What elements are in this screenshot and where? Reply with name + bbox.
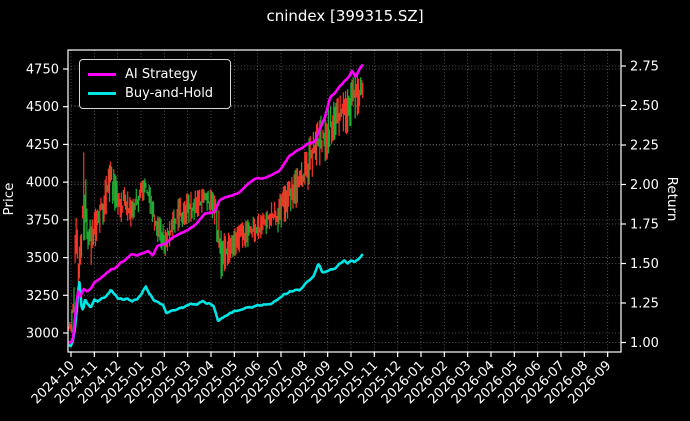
tick-marks [63,65,626,357]
chart-title: cnindex [399315.SZ] [266,7,424,25]
return-tick-label: 1.00 [630,336,659,351]
plot-border [67,49,622,353]
price-up-bars [68,71,364,332]
legend: AI Strategy Buy-and-Hold [79,59,231,109]
return-tick-label: 1.50 [630,257,659,272]
price-tick-label: 4750 [26,63,59,78]
price-tick-label: 3250 [26,289,59,304]
price-tick-label: 3500 [26,251,59,266]
return-tick-label: 2.50 [630,99,659,114]
legend-label-ai-strategy: AI Strategy [125,67,198,82]
ai-strategy-line-swatch [88,73,116,76]
return-tick-label: 1.75 [630,218,659,233]
price-tick-label: 4250 [26,138,59,153]
legend-item-ai-strategy: AI Strategy [88,65,222,84]
return-axis-label: Return [664,176,680,222]
legend-label-buy-and-hold: Buy-and-Hold [125,86,214,101]
price-axis-label: Price [1,182,17,216]
gridlines [68,50,621,352]
return-tick-label: 2.75 [630,60,659,75]
price-tick-label: 4500 [26,100,59,115]
price-tick-label: 3750 [26,213,59,228]
return-tick-label: 1.25 [630,297,659,312]
ai-strategy-line [68,63,364,344]
buy-and-hold-line [68,253,364,348]
buy-and-hold-line-swatch [88,92,116,95]
price-down-bars [71,74,362,333]
return-tick-label: 2.25 [630,139,659,154]
legend-item-buy-and-hold: Buy-and-Hold [88,84,222,103]
price-tick-label: 4000 [26,176,59,191]
return-tick-label: 2.00 [630,178,659,193]
price-tick-label: 3000 [26,327,59,342]
